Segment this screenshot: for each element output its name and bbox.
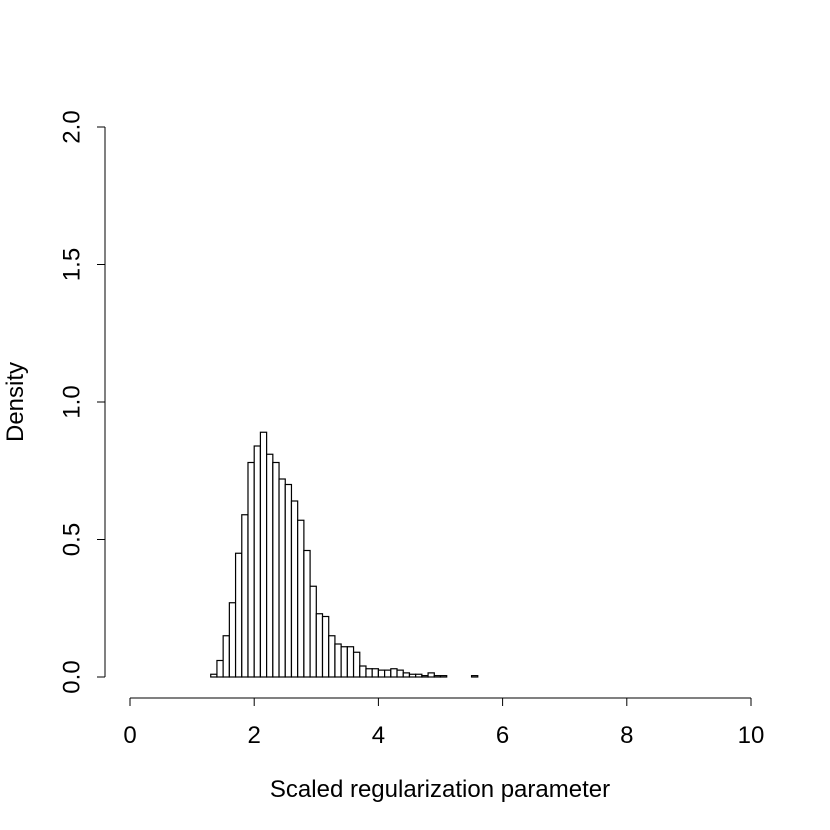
bar bbox=[241, 514, 249, 678]
x-tick-label: 6 bbox=[496, 722, 509, 749]
bar bbox=[284, 483, 293, 678]
bar bbox=[321, 615, 330, 678]
bar bbox=[340, 646, 348, 678]
y-axis-label: Density bbox=[2, 362, 29, 442]
bar bbox=[328, 635, 336, 678]
bar bbox=[315, 613, 324, 678]
bar bbox=[247, 461, 255, 678]
y-tick-label: 0.0 bbox=[58, 660, 85, 693]
bar bbox=[303, 549, 311, 678]
bar bbox=[365, 668, 373, 678]
bar bbox=[377, 669, 386, 678]
bar bbox=[384, 669, 392, 678]
bar bbox=[390, 668, 398, 678]
bar bbox=[346, 646, 355, 678]
bar bbox=[309, 585, 317, 678]
x-tick-label: 0 bbox=[123, 722, 136, 749]
bar bbox=[421, 675, 429, 678]
bar bbox=[439, 675, 448, 678]
bar bbox=[402, 672, 411, 678]
bar bbox=[222, 635, 230, 678]
x-tick-label: 4 bbox=[372, 722, 385, 749]
bar bbox=[278, 478, 286, 678]
bar bbox=[234, 552, 243, 678]
x-axis-label: Scaled regularization parameter bbox=[270, 776, 610, 803]
bar bbox=[216, 659, 224, 678]
bar bbox=[297, 519, 305, 678]
x-tick-label: 8 bbox=[620, 722, 633, 749]
bar bbox=[290, 500, 299, 678]
bar bbox=[359, 665, 367, 678]
bar bbox=[371, 668, 380, 678]
bar bbox=[228, 602, 237, 678]
x-tick-label: 10 bbox=[738, 722, 765, 749]
bar bbox=[415, 673, 423, 678]
bar bbox=[259, 431, 268, 678]
bar bbox=[266, 453, 274, 678]
bar bbox=[352, 651, 361, 678]
bar bbox=[470, 675, 479, 678]
bar bbox=[433, 675, 442, 678]
y-tick-label: 1.5 bbox=[58, 248, 85, 281]
y-tick-label: 1.0 bbox=[58, 385, 85, 418]
bar bbox=[253, 445, 262, 678]
y-tick-label: 0.5 bbox=[58, 523, 85, 556]
x-tick-label: 2 bbox=[248, 722, 261, 749]
bar bbox=[210, 673, 218, 678]
bar bbox=[334, 643, 342, 678]
bar bbox=[427, 672, 435, 678]
bar bbox=[396, 669, 404, 678]
bar bbox=[272, 461, 280, 678]
bar bbox=[408, 673, 417, 678]
y-tick-label: 2.0 bbox=[58, 110, 85, 143]
